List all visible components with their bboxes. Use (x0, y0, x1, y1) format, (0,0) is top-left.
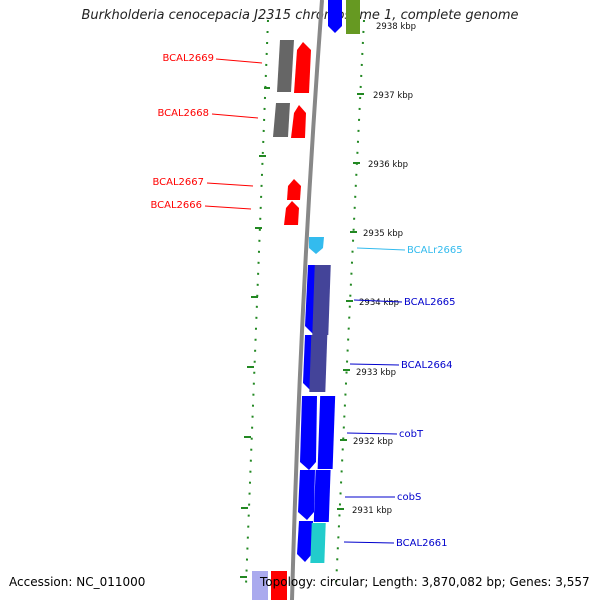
forward-cds-track-cobs[interactable] (313, 470, 331, 522)
cds-block-green[interactable] (346, 0, 360, 34)
chromosome-backbone (290, 0, 324, 600)
outer-dotted-ring-left (245, 19, 269, 586)
tick-label: 2931 kbp (352, 506, 392, 516)
forward-cds-track-cobt[interactable] (317, 396, 336, 469)
tick-label: 2935 kbp (363, 229, 403, 239)
callout-bcal2664 (349, 363, 400, 366)
highlight-cds-bcal2661[interactable] (310, 523, 326, 563)
kbp-tick-marks (337, 93, 364, 510)
reverse-gene-bottom[interactable] (271, 571, 287, 600)
gene-label-bcal2665[interactable]: BCAL2665 (404, 297, 456, 308)
accession-text: Accession: NC_011000 (9, 575, 146, 589)
gene-label-cobs[interactable]: cobS (397, 492, 421, 503)
callout-bcal2669 (215, 58, 263, 64)
callout-bcal2666 (204, 205, 252, 210)
reverse-gene-bcal2666[interactable] (284, 201, 299, 225)
reverse-gene-bcal2668[interactable] (291, 105, 306, 138)
gene-label-bcal2664[interactable]: BCAL2664 (401, 360, 453, 371)
gene-label-bcal2669[interactable]: BCAL2669 (162, 53, 214, 64)
tick-label: 2934 kbp (359, 298, 399, 308)
gene-label-bcal2661[interactable]: BCAL2661 (396, 538, 448, 549)
callout-bcal2665 (353, 299, 403, 303)
reverse-cds-track-bcal2669[interactable] (277, 40, 294, 92)
callout-bcal2667 (206, 182, 254, 187)
tick-label: 2932 kbp (353, 437, 393, 447)
forward-cds-track-bcal2664[interactable] (309, 335, 328, 392)
map-title: Burkholderia cenocepacia J2315 chromosom… (81, 8, 519, 23)
gene-label-bcal2668[interactable]: BCAL2668 (157, 108, 209, 119)
rna-gene-bcalr2665[interactable] (309, 237, 324, 254)
reverse-gene-bcal2667[interactable] (287, 179, 301, 200)
gene-label-bcal2667[interactable]: BCAL2667 (152, 177, 204, 188)
forward-cds-track-bcal2665[interactable] (312, 265, 331, 335)
tick-label: 2933 kbp (356, 368, 396, 378)
callout-bcal2661 (343, 541, 395, 544)
gene-label-bcalr2665[interactable]: BCALr2665 (407, 245, 463, 256)
genome-summary-text: Topology: circular; Length: 3,870,082 bp… (260, 575, 590, 589)
forward-gene-arrow[interactable] (328, 0, 342, 33)
forward-gene-cobs[interactable] (298, 470, 315, 520)
gene-label-cobt[interactable]: cobT (399, 429, 424, 440)
tick-label: 2936 kbp (368, 160, 408, 170)
gene-label-bcal2666[interactable]: BCAL2666 (150, 200, 202, 211)
reverse-cds-track-bcal2668[interactable] (273, 103, 290, 137)
reverse-gene-bcal2669[interactable] (294, 42, 311, 93)
forward-gene-cobt[interactable] (300, 396, 317, 470)
callout-lines (204, 58, 406, 544)
callout-cobt (346, 432, 398, 435)
faded-tick-label: 2938 kbp (376, 22, 416, 32)
left-ring-ticks (240, 87, 270, 578)
callout-bcal2668 (211, 113, 259, 119)
forward-gene-bcal2661[interactable] (297, 521, 313, 562)
tick-label: 2937 kbp (373, 91, 413, 101)
callout-bcalr2665 (356, 247, 406, 251)
cds-block-lavender[interactable] (252, 571, 268, 600)
